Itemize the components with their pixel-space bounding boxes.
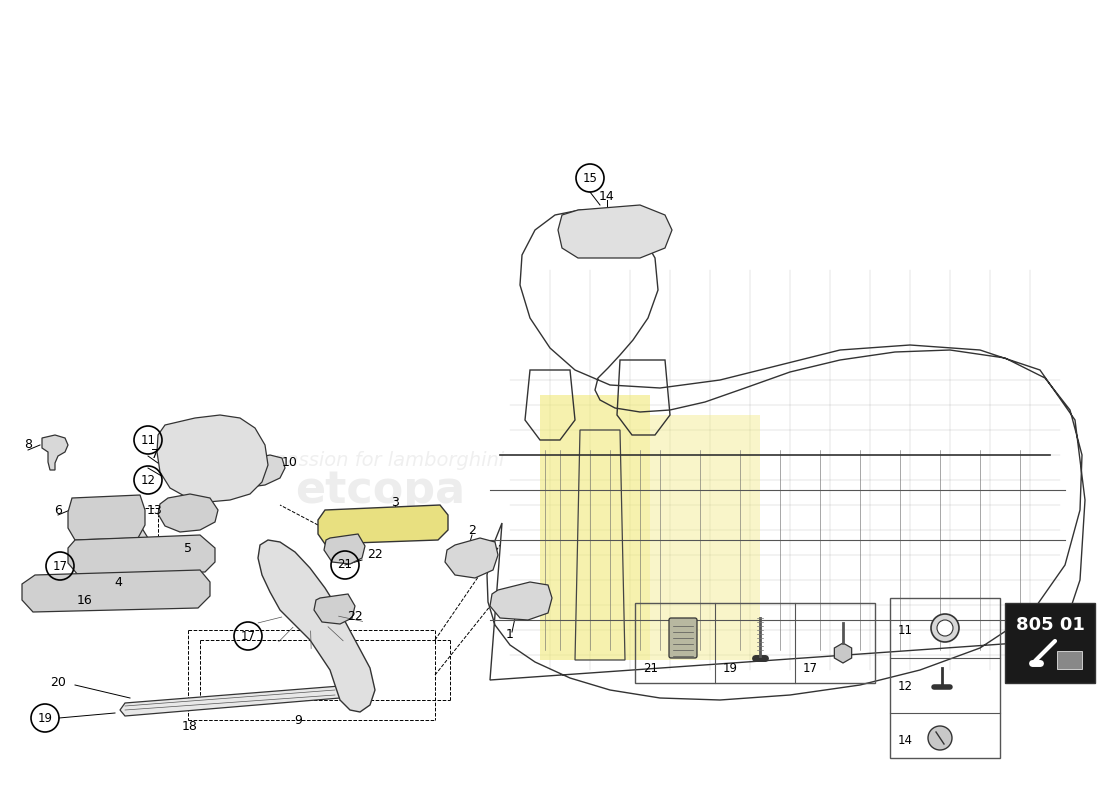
Polygon shape <box>22 570 210 612</box>
Polygon shape <box>68 535 214 575</box>
Text: 10: 10 <box>282 455 298 469</box>
Polygon shape <box>314 594 355 624</box>
Bar <box>635 603 874 683</box>
Circle shape <box>931 614 959 642</box>
Text: 1: 1 <box>506 629 514 642</box>
Text: 6: 6 <box>54 503 62 517</box>
Polygon shape <box>318 505 448 544</box>
Polygon shape <box>158 494 218 532</box>
Text: 9: 9 <box>294 714 301 726</box>
Text: etcopa: etcopa <box>295 469 465 511</box>
Text: 11: 11 <box>898 623 913 637</box>
Text: 13: 13 <box>147 503 163 517</box>
Polygon shape <box>42 435 68 470</box>
Polygon shape <box>558 205 672 258</box>
Polygon shape <box>80 516 148 582</box>
Polygon shape <box>324 534 365 564</box>
Text: 12: 12 <box>141 474 155 486</box>
Text: 5: 5 <box>184 542 192 554</box>
Polygon shape <box>157 415 268 502</box>
Text: 21: 21 <box>644 662 658 674</box>
Polygon shape <box>834 643 851 663</box>
Bar <box>1005 603 1094 683</box>
Text: a passion for lamborghini: a passion for lamborghini <box>256 450 504 470</box>
Text: 17: 17 <box>53 559 67 573</box>
Text: 14: 14 <box>600 190 615 202</box>
Text: 19: 19 <box>723 662 738 674</box>
Bar <box>890 598 1000 758</box>
Polygon shape <box>258 540 375 712</box>
Text: 17: 17 <box>803 662 818 674</box>
Polygon shape <box>650 415 760 660</box>
Text: 20: 20 <box>51 677 66 690</box>
FancyBboxPatch shape <box>669 618 697 658</box>
Polygon shape <box>490 582 552 620</box>
Bar <box>1057 651 1082 669</box>
Text: 15: 15 <box>583 171 597 185</box>
Text: 7: 7 <box>151 449 160 462</box>
Text: 4: 4 <box>114 575 122 589</box>
Text: 22: 22 <box>367 549 383 562</box>
Text: 22: 22 <box>348 610 363 623</box>
Text: 8: 8 <box>24 438 32 451</box>
Text: 805 01: 805 01 <box>1015 616 1085 634</box>
Text: 2: 2 <box>469 523 476 537</box>
Text: 16: 16 <box>77 594 92 606</box>
Polygon shape <box>446 538 498 578</box>
Text: 18: 18 <box>183 721 198 734</box>
Circle shape <box>928 726 952 750</box>
Text: 19: 19 <box>37 711 53 725</box>
Text: 14: 14 <box>898 734 913 746</box>
Polygon shape <box>68 495 145 540</box>
Text: 17: 17 <box>241 630 255 642</box>
Circle shape <box>937 620 953 636</box>
Text: 12: 12 <box>898 679 913 693</box>
Text: 21: 21 <box>338 558 352 571</box>
Text: 3: 3 <box>392 495 399 509</box>
Polygon shape <box>540 395 650 660</box>
Text: 11: 11 <box>141 434 155 446</box>
Polygon shape <box>233 455 285 487</box>
Polygon shape <box>120 686 345 716</box>
